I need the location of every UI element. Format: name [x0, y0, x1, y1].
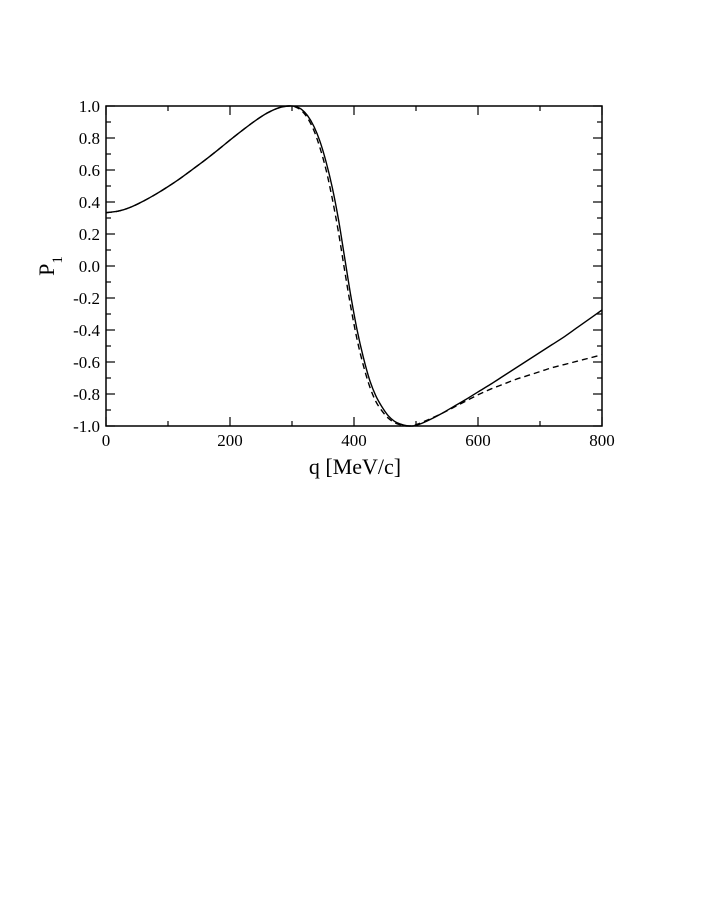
y-axis-label-main: P	[34, 264, 59, 276]
plot-frame	[105, 105, 603, 427]
y-axis-label: P1	[34, 256, 66, 276]
y-tick-label: -0.2	[73, 289, 100, 308]
tick-labels: 0 200 400 600 800 -1.0 -0.8 -0.6 -0.4 -0.2 0.0 0.2 0…	[73, 97, 615, 450]
x-axis-label: q [MeV/c]	[309, 454, 401, 479]
x-tick-label: 800	[589, 431, 615, 450]
series-layer	[105, 105, 603, 427]
y-tick-label: 0.0	[79, 257, 100, 276]
y-tick-label: 0.8	[79, 129, 100, 148]
y-axis-label-sub: 1	[50, 256, 66, 264]
y-tick-label: 0.4	[79, 193, 101, 212]
y-tick-label: -0.4	[73, 321, 100, 340]
y-tick-label: -0.8	[73, 385, 100, 404]
ticks	[105, 105, 603, 427]
svg-text:P1: P1	[34, 256, 66, 276]
x-tick-label: 600	[465, 431, 491, 450]
y-tick-label: 0.6	[79, 161, 100, 180]
series-solid-line	[105, 105, 603, 427]
y-tick-label: 0.2	[79, 225, 100, 244]
series-dashed-line	[105, 105, 603, 427]
y-tick-label: -0.6	[73, 353, 100, 372]
x-tick-label: 0	[102, 431, 111, 450]
y-tick-label: 1.0	[79, 97, 100, 116]
y-tick-label: -1.0	[73, 417, 100, 436]
x-tick-label: 400	[341, 431, 367, 450]
x-tick-label: 200	[217, 431, 243, 450]
